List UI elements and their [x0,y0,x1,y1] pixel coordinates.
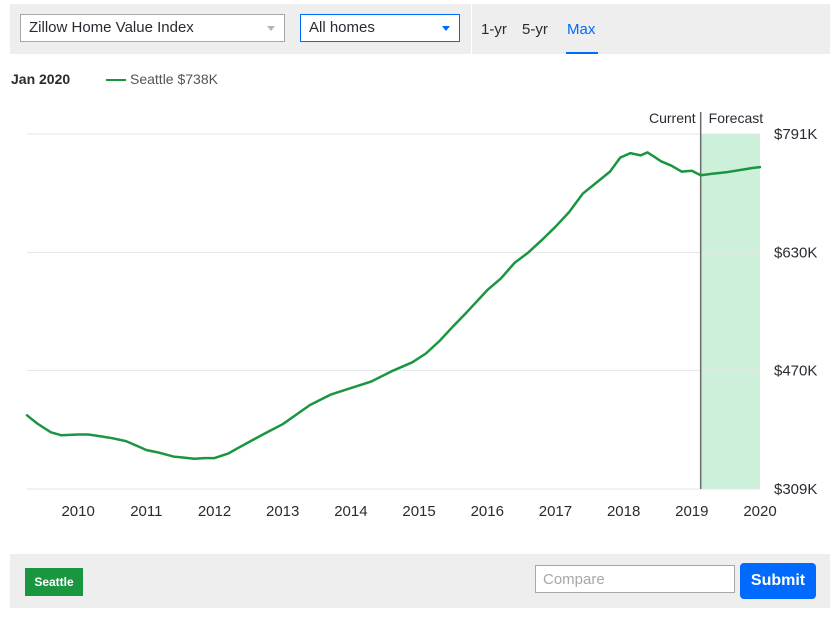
toolbar-divider [471,4,472,54]
y-tick-label: $470K [774,362,817,379]
index-type-dropdown[interactable]: Zillow Home Value Index [20,14,285,42]
chevron-down-icon [267,26,275,31]
legend-series-label: Seattle $738K [130,71,218,87]
x-tick-label: 2010 [61,503,94,520]
series-line-seattle [25,151,762,461]
index-type-value: Zillow Home Value Index [29,19,194,36]
legend-date: Jan 2020 [11,71,71,87]
price-chart: $309K $470K $630K $791K 2010 2011 2012 2013 2014… [25,110,817,520]
x-tick-label: 2011 [130,503,162,520]
x-tick-label: 2014 [334,503,367,520]
tab-5-yr[interactable]: 5-yr [522,21,548,38]
tab-max[interactable]: Max [567,21,596,38]
y-tick-label: $630K [774,245,817,262]
x-tick-label: 2018 [607,503,640,520]
legend-line-swatch [106,79,126,81]
footer-bar: Seattle Submit [10,554,830,608]
active-tab-indicator [566,52,598,54]
home-type-dropdown[interactable]: All homes [300,14,460,42]
region-chip-seattle[interactable]: Seattle [25,568,83,596]
x-tick-label: 2012 [198,503,231,520]
x-tick-label: 2013 [266,503,299,520]
x-tick-label: 2017 [539,503,572,520]
forecast-label: Forecast [709,110,764,126]
y-tick-label: $309K [774,481,817,498]
tab-1-yr[interactable]: 1-yr [481,21,507,38]
x-tick-label: 2020 [743,503,776,520]
submit-button[interactable]: Submit [740,563,816,599]
x-tick-label: 2015 [402,503,435,520]
home-type-value: All homes [309,19,375,36]
y-tick-label: $791K [774,126,817,143]
chevron-down-icon [442,26,450,31]
x-tick-label: 2016 [471,503,504,520]
current-label: Current [649,110,696,126]
x-tick-label: 2019 [675,503,708,520]
forecast-band [700,134,760,489]
toolbar: Zillow Home Value Index All homes 1-yr 5… [10,4,830,54]
compare-input[interactable] [535,565,735,593]
